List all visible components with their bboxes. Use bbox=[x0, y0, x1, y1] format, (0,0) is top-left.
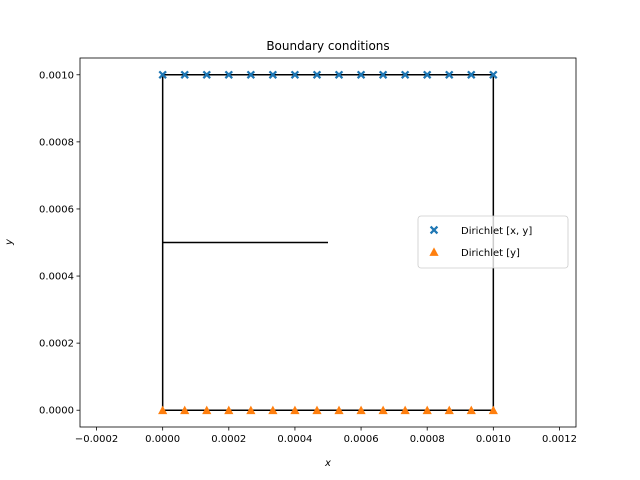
series-0-point-3 bbox=[224, 70, 233, 79]
y-tick-label: 0.0000 bbox=[39, 406, 74, 417]
x-tick-label: 0.0006 bbox=[344, 434, 379, 445]
y-tick-label: 0.0006 bbox=[39, 204, 74, 215]
axes-frame bbox=[79, 57, 577, 428]
series-1-point-13 bbox=[444, 405, 454, 415]
series-0-point-14 bbox=[467, 70, 476, 79]
legend-label-0: Dirichlet [x, y] bbox=[461, 226, 532, 237]
legend-label-1: Dirichlet [y] bbox=[461, 248, 520, 259]
series-0-point-6 bbox=[290, 70, 300, 79]
series-0-point-5 bbox=[268, 70, 278, 79]
series-0-point-7 bbox=[312, 70, 322, 79]
legend-marker-0 bbox=[429, 225, 439, 235]
series-1-point-6 bbox=[290, 405, 300, 415]
x-tick-label: 0.0012 bbox=[542, 434, 577, 445]
x-tick-label: 0.0010 bbox=[476, 434, 511, 445]
legend-marker-1 bbox=[429, 247, 439, 256]
series-0-point-4 bbox=[246, 70, 256, 79]
series-0-point-11 bbox=[400, 70, 410, 79]
x-tick-label: 0.0008 bbox=[410, 434, 445, 445]
plot-area bbox=[79, 57, 577, 428]
x-tick-label: −0.0002 bbox=[75, 434, 118, 445]
y-tick-label: 0.0010 bbox=[39, 70, 74, 81]
series-1-point-12 bbox=[422, 405, 432, 415]
series-0-point-0 bbox=[158, 70, 167, 79]
x-axis-label: x bbox=[324, 458, 331, 469]
series-1-point-3 bbox=[224, 405, 234, 415]
series-1-point-11 bbox=[400, 405, 410, 415]
series-0-point-15 bbox=[489, 70, 498, 79]
y-tick-label: 0.0002 bbox=[39, 339, 74, 350]
x-tick-label: 0.0002 bbox=[211, 434, 246, 445]
legend-box bbox=[417, 215, 569, 269]
series-0-point-8 bbox=[334, 70, 344, 79]
series-1-point-7 bbox=[312, 405, 322, 415]
series-1-point-15 bbox=[488, 405, 498, 415]
series-1-point-10 bbox=[378, 405, 388, 415]
series-1-point-14 bbox=[466, 405, 476, 415]
y-axis: 0.0000 0.0002 0.0004 0.0006 0.0008 0.0010 bbox=[39, 70, 80, 417]
series-0-point-13 bbox=[445, 70, 454, 79]
y-axis-label: y bbox=[4, 238, 15, 246]
series-0-point-12 bbox=[423, 70, 432, 79]
chart-title: Boundary conditions bbox=[266, 39, 389, 53]
series-0-point-9 bbox=[356, 70, 366, 79]
series-1-point-5 bbox=[268, 405, 278, 415]
series-1-point-0 bbox=[158, 405, 168, 415]
x-tick-label: 0.0004 bbox=[277, 434, 312, 445]
series-1-point-8 bbox=[334, 405, 344, 415]
series-1-point-2 bbox=[202, 405, 212, 415]
series-1-point-9 bbox=[356, 405, 366, 415]
y-tick-label: 0.0004 bbox=[39, 272, 74, 283]
series-0-point-2 bbox=[202, 70, 211, 79]
series-0-point-10 bbox=[378, 70, 388, 79]
x-tick-label: 0.0000 bbox=[145, 434, 180, 445]
y-tick-label: 0.0008 bbox=[39, 137, 74, 148]
series-1-point-4 bbox=[246, 405, 256, 415]
series-1-point-1 bbox=[180, 405, 190, 415]
legend: Dirichlet [x, y] Dirichlet [y] bbox=[417, 215, 569, 269]
x-axis: −0.0002 0.0000 0.0002 0.0004 0.0006 0.0008 0.0… bbox=[75, 427, 577, 445]
series-0-point-1 bbox=[180, 70, 189, 79]
markers bbox=[158, 70, 498, 415]
